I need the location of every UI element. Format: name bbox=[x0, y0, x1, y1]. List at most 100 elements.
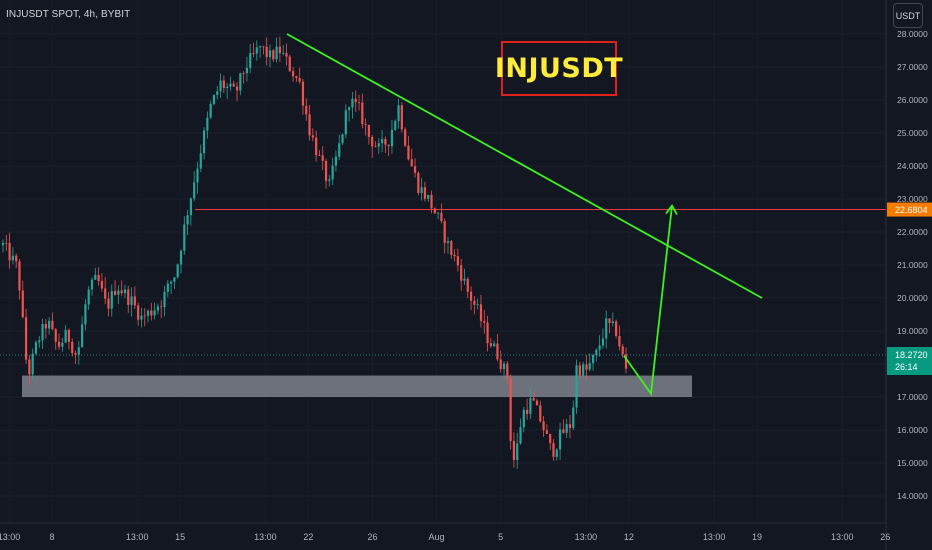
candle bbox=[338, 134, 341, 160]
candle bbox=[516, 432, 519, 469]
candle-body bbox=[539, 405, 542, 422]
candle-body bbox=[81, 324, 84, 348]
candle-body bbox=[621, 346, 624, 355]
candle bbox=[519, 418, 522, 445]
candle-body bbox=[502, 363, 506, 370]
candle bbox=[222, 75, 225, 93]
candle bbox=[493, 340, 496, 347]
candle bbox=[430, 190, 433, 214]
candle bbox=[272, 48, 275, 62]
time-axis[interactable]: 13:00 8 13:00 15 13:00 22 26 Aug 5 13:00 12 13:00 19… bbox=[0, 532, 890, 542]
time-tick-label: 26 bbox=[367, 532, 377, 542]
price-axis-badges: 22.6804 18.2720 26:14 bbox=[887, 202, 932, 376]
candle-body bbox=[591, 354, 595, 364]
candle bbox=[38, 335, 41, 349]
candle-body bbox=[585, 364, 588, 370]
candle bbox=[48, 317, 51, 335]
candle bbox=[232, 80, 235, 88]
candle bbox=[512, 432, 516, 468]
candle-body bbox=[166, 283, 169, 292]
candle-body bbox=[357, 102, 361, 104]
candle bbox=[476, 298, 479, 310]
candle bbox=[542, 415, 545, 437]
candle bbox=[130, 287, 133, 317]
candle bbox=[334, 150, 338, 172]
candle-body bbox=[545, 430, 548, 434]
candle bbox=[407, 135, 410, 161]
candle bbox=[588, 353, 591, 372]
candle bbox=[61, 338, 64, 352]
candle-body bbox=[8, 242, 11, 261]
countdown-label: 26:14 bbox=[895, 362, 918, 372]
candle bbox=[268, 44, 272, 68]
candle-body bbox=[453, 254, 456, 257]
candle-body bbox=[38, 340, 41, 343]
candle bbox=[526, 398, 529, 420]
candle-body bbox=[493, 343, 496, 347]
candle bbox=[196, 161, 199, 194]
candle bbox=[344, 104, 347, 139]
candle-body bbox=[483, 321, 486, 323]
price-axis[interactable]: 14.000015.000016.000017.000018.000019.00… bbox=[897, 29, 928, 501]
symbol-info: INJUSDT SPOT, 4h, BYBIT bbox=[6, 9, 131, 20]
candle bbox=[427, 194, 430, 202]
candle-body bbox=[113, 290, 117, 295]
candle bbox=[110, 284, 113, 317]
candle bbox=[209, 100, 212, 120]
candle-body bbox=[107, 298, 110, 309]
candle-body bbox=[324, 160, 328, 181]
candle bbox=[341, 133, 344, 146]
candle-body bbox=[189, 198, 192, 216]
candle-body bbox=[305, 105, 308, 115]
candle bbox=[364, 118, 367, 136]
candle bbox=[123, 284, 127, 299]
candle-body bbox=[153, 310, 156, 316]
candle bbox=[483, 309, 486, 334]
candle bbox=[242, 71, 245, 84]
candle bbox=[420, 177, 423, 201]
candle-body bbox=[24, 317, 28, 360]
candle bbox=[252, 42, 255, 58]
candle bbox=[295, 75, 298, 82]
candle bbox=[489, 337, 492, 348]
candle bbox=[624, 347, 628, 374]
candle bbox=[146, 309, 150, 323]
candle-body bbox=[31, 353, 34, 375]
candle-body bbox=[44, 323, 47, 329]
currency-button[interactable]: USDT bbox=[893, 3, 923, 28]
candle-body bbox=[199, 153, 202, 169]
candle-body bbox=[193, 182, 196, 199]
candle-body bbox=[285, 53, 288, 57]
candle bbox=[216, 85, 219, 100]
candle-body bbox=[179, 250, 183, 265]
candle bbox=[509, 374, 512, 450]
candle-body bbox=[562, 429, 565, 433]
candles bbox=[1, 36, 628, 469]
candle bbox=[506, 361, 509, 384]
candle-body bbox=[209, 103, 212, 118]
candle-body bbox=[328, 179, 331, 181]
last-price-label: 18.2720 bbox=[895, 350, 928, 360]
candle bbox=[400, 102, 403, 133]
candle-body bbox=[140, 315, 143, 320]
candle-body bbox=[568, 424, 572, 428]
candle-body bbox=[499, 359, 502, 370]
price-tick-label: 28.0000 bbox=[897, 29, 928, 39]
candle-body bbox=[298, 78, 301, 82]
resistance-price-badge: 22.6804 bbox=[887, 202, 932, 217]
candle-body bbox=[364, 124, 367, 126]
candle-body bbox=[341, 134, 344, 144]
candle-body bbox=[315, 137, 318, 156]
candle bbox=[245, 56, 249, 82]
candle-body bbox=[506, 363, 509, 380]
candle-body bbox=[582, 364, 585, 376]
candle-body bbox=[295, 76, 298, 79]
candle-body bbox=[440, 212, 443, 222]
candle-body bbox=[232, 83, 235, 87]
candle-body bbox=[496, 343, 499, 360]
candle-body bbox=[170, 281, 173, 284]
candle bbox=[160, 300, 163, 319]
candle bbox=[390, 119, 394, 154]
candle-body bbox=[308, 114, 311, 136]
